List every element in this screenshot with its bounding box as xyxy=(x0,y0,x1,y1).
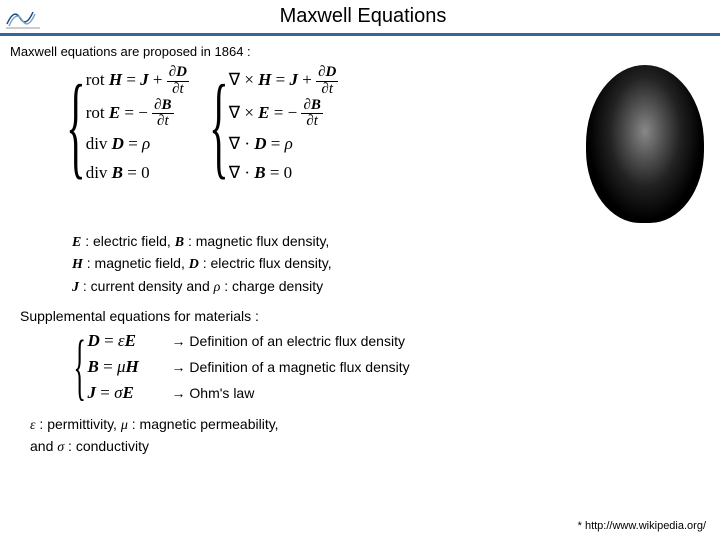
field-definitions: E : electric field, B : magnetic flux de… xyxy=(72,231,710,298)
equations-right-group: { ∇ × H = J + ∂D∂t ∇ × E = − ∂B∂t ∇ · D … xyxy=(203,65,338,188)
supp-l1: D = εE→ Definition of an electric flux d… xyxy=(88,328,410,354)
equations-left-group: { rot H = J + ∂D∂t rot E = − ∂B∂t div D … xyxy=(60,65,189,188)
page-title: Maxwell Equations xyxy=(40,5,720,28)
brace-left: { xyxy=(66,74,85,178)
material-definitions: ε : permittivity, μ : magnetic permeabil… xyxy=(30,414,710,459)
footer-citation: * http://www.wikipedia.org/ xyxy=(578,520,706,532)
eq-r2: ∇ × E = − ∂B∂t xyxy=(229,98,339,131)
supp-l2: B = μH→ Definition of a magnetic flux de… xyxy=(88,354,410,380)
supplemental-equations: { D = εE→ Definition of an electric flux… xyxy=(70,328,710,406)
equations-right: ∇ × H = J + ∂D∂t ∇ × E = − ∂B∂t ∇ · D = … xyxy=(229,65,339,188)
eq-l4: div B = 0 xyxy=(86,159,189,188)
eq-l1: rot H = J + ∂D∂t xyxy=(86,65,189,98)
eq-r1: ∇ × H = J + ∂D∂t xyxy=(229,65,339,98)
maxwell-portrait xyxy=(586,65,704,223)
eq-r4: ∇ · B = 0 xyxy=(229,159,339,188)
logo-icon xyxy=(6,4,40,30)
eq-l2: rot E = − ∂B∂t xyxy=(86,98,189,131)
brace-right: { xyxy=(209,74,228,178)
eq-l3: div D = ρ xyxy=(86,130,189,159)
header-bar: Maxwell Equations xyxy=(0,0,720,36)
supp-brace: { xyxy=(74,334,86,401)
eq-r3: ∇ · D = ρ xyxy=(229,130,339,159)
intro-text: Maxwell equations are proposed in 1864 : xyxy=(10,44,710,59)
equations-row: { rot H = J + ∂D∂t rot E = − ∂B∂t div D … xyxy=(60,65,710,223)
supp-l3: J = σE→ Ohm's law xyxy=(88,380,410,406)
equations-left: rot H = J + ∂D∂t rot E = − ∂B∂t div D = … xyxy=(86,65,189,188)
content-area: Maxwell equations are proposed in 1864 :… xyxy=(0,36,720,458)
supplemental-title: Supplemental equations for materials : xyxy=(20,308,710,324)
